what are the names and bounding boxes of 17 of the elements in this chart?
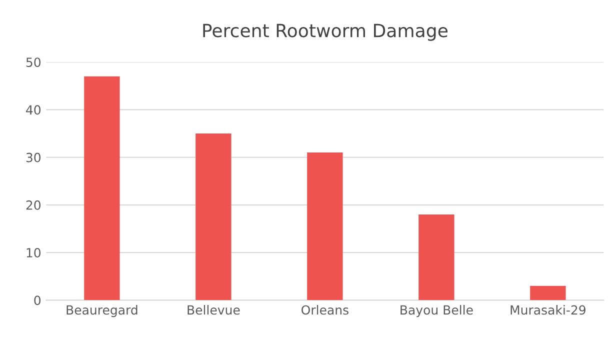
bar: [84, 76, 120, 300]
x-tick-label: Murasaki-29: [510, 305, 586, 315]
y-tick-label: 20: [26, 200, 41, 210]
chart-title: Percent Rootworm Damage: [203, 24, 448, 41]
bar: [418, 214, 454, 300]
x-tick-label: Bayou Belle: [400, 305, 473, 318]
x-tick-label: Orleans: [302, 305, 348, 315]
y-tick-label: 50: [26, 58, 41, 68]
y-tick-label: 0: [34, 296, 41, 306]
y-tick-label: 40: [26, 105, 41, 115]
y-tick-label: 30: [26, 152, 41, 162]
bar: [530, 286, 566, 300]
x-tick-label: Beauregard: [66, 305, 138, 318]
bar: [196, 134, 232, 300]
y-tick-label: 10: [26, 248, 41, 258]
x-tick-label: Bellevue: [188, 305, 240, 315]
bar: [307, 152, 343, 300]
